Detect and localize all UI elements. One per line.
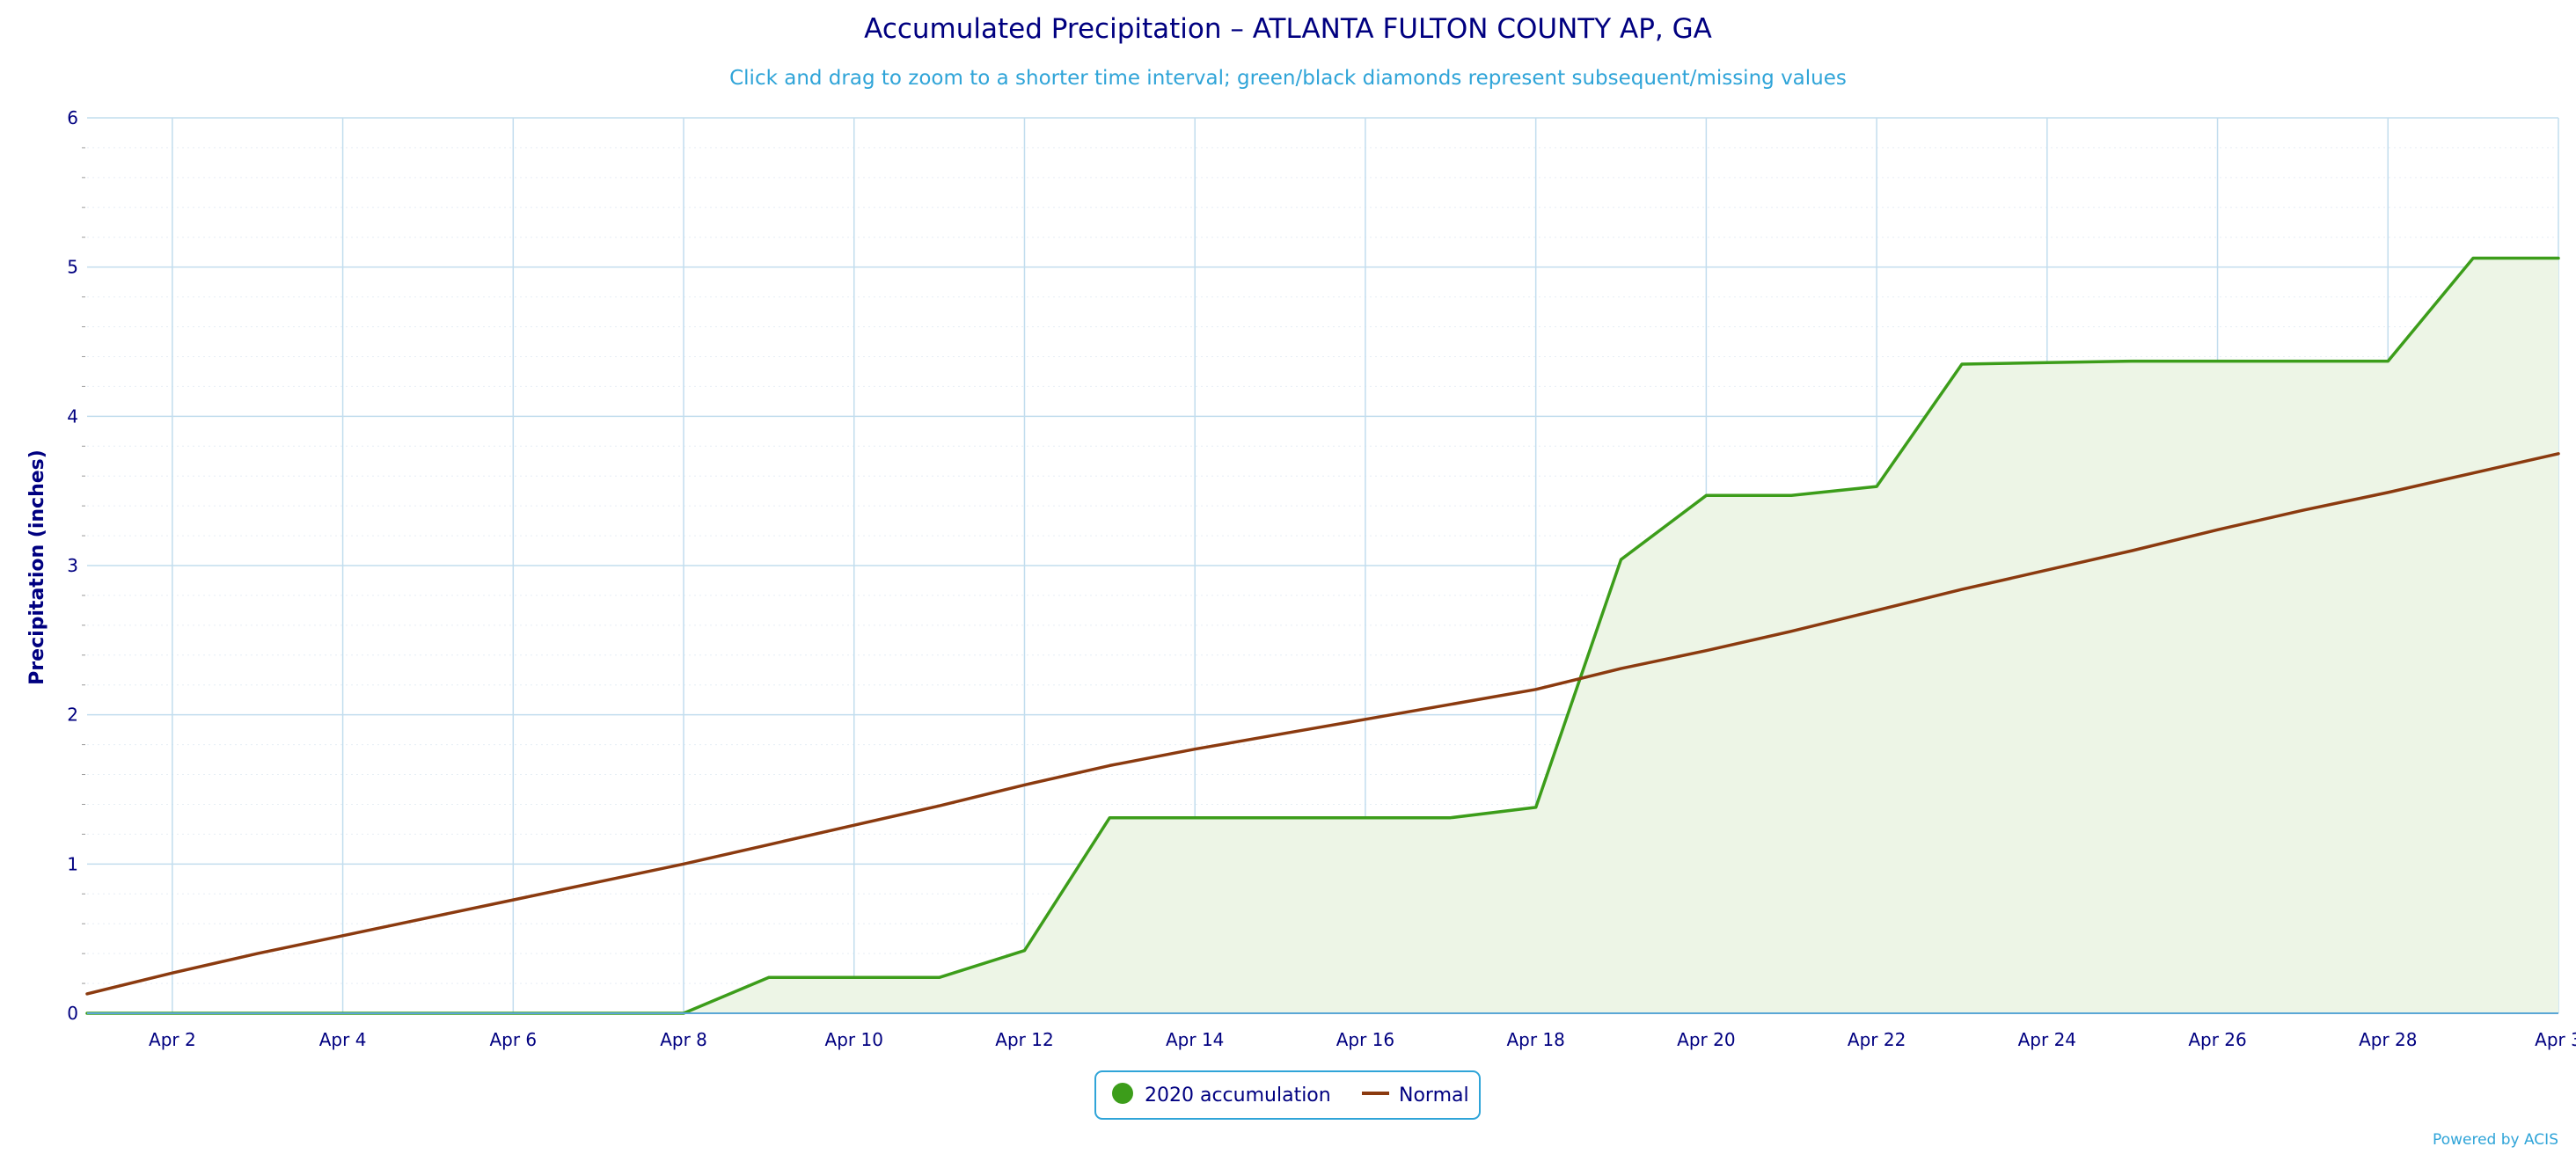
credit-link[interactable]: Powered by ACIS <box>2433 1131 2558 1149</box>
data-point-normal[interactable] <box>2125 543 2141 559</box>
y-tick-label: 0 <box>67 1003 78 1024</box>
x-tick-label: Apr 10 <box>825 1029 883 1050</box>
legend-item-normal[interactable]: Normal <box>1362 1085 1469 1107</box>
x-tick-label: Apr 22 <box>1848 1029 1906 1050</box>
x-tick-label: Apr 8 <box>660 1029 707 1050</box>
x-tick-label: Apr 26 <box>2188 1029 2246 1050</box>
y-tick-label: 2 <box>67 705 78 726</box>
data-point-2020-accumulation[interactable] <box>1187 810 1203 826</box>
data-point-2020-accumulation[interactable] <box>2294 354 2310 369</box>
y-tick-label: 6 <box>67 107 78 128</box>
x-tick-label: Apr 28 <box>2359 1029 2417 1050</box>
y-axis-title: Precipitation (inches) <box>26 449 48 685</box>
data-point-normal[interactable] <box>1954 581 1970 597</box>
series-area-2020-accumulation <box>87 258 2558 1013</box>
tick-labels: 0 1 2 3 4 5 6 Apr 2 Apr 4 Apr 6 Apr 8 Apr 10 Apr 12 A… <box>67 107 2576 1050</box>
legend-box <box>1094 1070 1481 1120</box>
data-point-normal[interactable] <box>250 946 266 961</box>
data-point-2020-accumulation[interactable] <box>846 969 862 985</box>
data-point-normal[interactable] <box>2380 485 2396 500</box>
data-point-2020-accumulation[interactable] <box>1443 810 1459 826</box>
legend-label-normal: Normal <box>1399 1085 1469 1107</box>
data-point-normal[interactable] <box>79 986 95 1002</box>
data-point-2020-accumulation[interactable] <box>2210 354 2226 369</box>
data-point-normal[interactable] <box>932 798 948 814</box>
data-point-normal[interactable] <box>1783 624 1799 639</box>
data-point-2020-accumulation[interactable] <box>1528 800 1544 815</box>
x-tick-label: Apr 12 <box>995 1029 1053 1050</box>
data-point-normal[interactable] <box>1272 727 1288 742</box>
x-tick-label: Apr 2 <box>149 1029 196 1050</box>
chart-subtitle: Click and drag to zoom to a shorter time… <box>729 67 1847 90</box>
data-point-2020-accumulation[interactable] <box>2039 354 2055 370</box>
y-tick-label: 4 <box>67 405 78 427</box>
data-point-normal[interactable] <box>2210 522 2226 537</box>
plot-areas <box>87 258 2558 1013</box>
data-point-2020-accumulation[interactable] <box>2465 251 2481 267</box>
legend-marker-2020-accumulation <box>1112 1083 1133 1104</box>
data-point-2020-accumulation[interactable] <box>1954 356 1970 372</box>
data-point-normal[interactable] <box>1614 661 1629 676</box>
legend-item-2020-accumulation[interactable]: 2020 accumulation <box>1112 1083 1331 1107</box>
data-point-normal[interactable] <box>505 892 521 908</box>
x-tick-label: Apr 24 <box>2018 1029 2076 1050</box>
data-point-normal[interactable] <box>1358 712 1373 727</box>
data-point-2020-accumulation[interactable] <box>2125 354 2141 369</box>
data-point-2020-accumulation[interactable] <box>1358 810 1373 826</box>
data-point-normal[interactable] <box>335 928 351 944</box>
legend-label-2020-accumulation: 2020 accumulation <box>1145 1085 1331 1107</box>
data-point-normal[interactable] <box>2039 562 2055 578</box>
data-point-normal[interactable] <box>2550 446 2566 462</box>
data-point-normal[interactable] <box>761 836 777 852</box>
x-tick-label: Apr 4 <box>319 1029 367 1050</box>
data-point-2020-accumulation[interactable] <box>1101 810 1117 826</box>
data-point-normal[interactable] <box>846 817 862 833</box>
data-point-2020-accumulation[interactable] <box>932 969 948 985</box>
data-point-normal[interactable] <box>165 965 180 981</box>
data-point-normal[interactable] <box>676 856 692 872</box>
data-point-2020-accumulation[interactable] <box>1869 478 1884 494</box>
y-tick-label: 1 <box>67 853 78 874</box>
data-point-2020-accumulation[interactable] <box>1614 551 1629 567</box>
data-point-normal[interactable] <box>1528 682 1544 698</box>
data-point-normal[interactable] <box>1187 741 1203 757</box>
x-tick-label: Apr 18 <box>1506 1029 1564 1050</box>
data-point-2020-accumulation[interactable] <box>1017 943 1033 959</box>
data-point-normal[interactable] <box>1017 777 1033 792</box>
data-point-2020-accumulation[interactable] <box>1272 810 1288 826</box>
data-point-normal[interactable] <box>1101 757 1117 773</box>
data-point-normal[interactable] <box>1869 603 1884 618</box>
x-tick-label: Apr 3 <box>2535 1029 2576 1050</box>
data-point-2020-accumulation[interactable] <box>1783 487 1799 503</box>
data-point-normal[interactable] <box>1698 643 1714 659</box>
series-line-normal[interactable] <box>85 452 2560 996</box>
legend: 2020 accumulation Normal <box>1094 1070 1481 1120</box>
data-point-normal[interactable] <box>2294 502 2310 518</box>
chart-title: Accumulated Precipitation – ATLANTA FULT… <box>864 13 1712 45</box>
x-tick-label: Apr 14 <box>1166 1029 1224 1050</box>
data-point-normal[interactable] <box>590 874 606 890</box>
data-point-2020-accumulation[interactable] <box>2550 251 2566 267</box>
data-point-2020-accumulation[interactable] <box>761 969 777 985</box>
x-tick-label: Apr 20 <box>1677 1029 1735 1050</box>
data-point-2020-accumulation[interactable] <box>2380 354 2396 369</box>
x-tick-label: Apr 6 <box>489 1029 537 1050</box>
data-point-2020-accumulation[interactable] <box>1698 487 1714 503</box>
data-point-normal[interactable] <box>1443 697 1459 712</box>
x-tick-label: Apr 16 <box>1336 1029 1394 1050</box>
data-point-normal[interactable] <box>420 909 435 925</box>
data-point-normal[interactable] <box>2465 465 2481 481</box>
y-tick-label: 5 <box>67 257 78 278</box>
y-tick-label: 3 <box>67 555 78 576</box>
